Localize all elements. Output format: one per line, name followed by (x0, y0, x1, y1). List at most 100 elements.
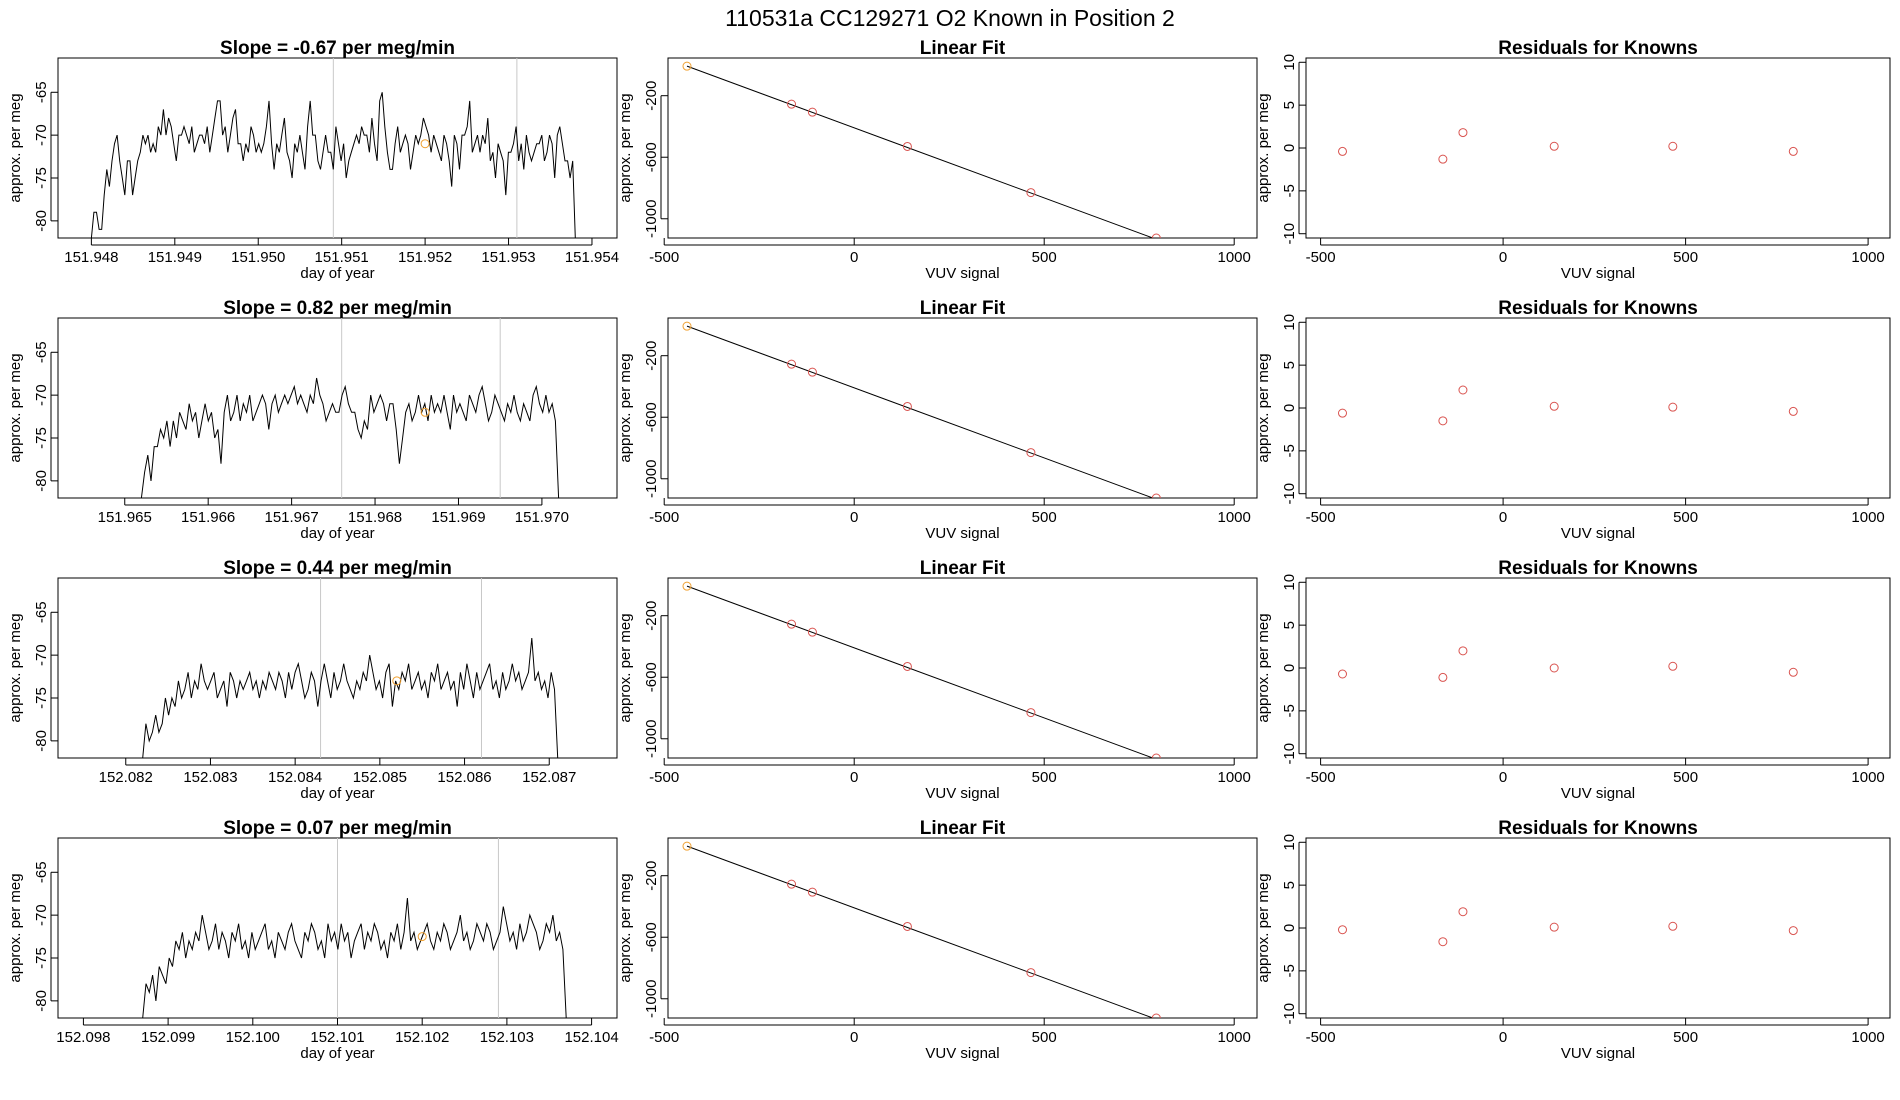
x-tick-label: 1000 (1218, 769, 1251, 786)
y-tick-label: -5 (1281, 704, 1298, 717)
x-tick-label: 151.966 (181, 509, 235, 526)
y-tick-label: -600 (643, 402, 660, 432)
panel-title: Slope = -0.67 per meg/min (220, 38, 455, 59)
x-tick-label: 0 (850, 509, 858, 526)
plot-frame (1305, 577, 1891, 759)
x-axis-label: VUV signal (1561, 525, 1635, 542)
data-point (682, 321, 692, 331)
panel-title: Linear Fit (920, 558, 1006, 579)
y-tick-label: -1000 (643, 200, 660, 238)
sample-marker (392, 676, 402, 686)
data-point (1151, 753, 1161, 758)
y-tick-label: -80 (33, 210, 50, 232)
y-tick-label: -10 (1281, 223, 1298, 245)
panel-title: Residuals for Knowns (1498, 38, 1698, 59)
panel-title: Linear Fit (920, 38, 1006, 59)
x-tick-label: 152.101 (310, 1029, 364, 1046)
data-point (1151, 233, 1161, 238)
x-tick-label: 0 (850, 1029, 858, 1046)
series-line (140, 377, 560, 498)
y-tick-label: -70 (33, 124, 50, 146)
x-tick-label: 0 (1499, 249, 1507, 266)
x-tick-label: -500 (649, 769, 679, 786)
y-axis-label: approx. per meg (617, 93, 634, 202)
data-point (682, 841, 692, 851)
panel-4-1: Slope = 0.07 per meg/min 152.098 152.099 15… (7, 818, 619, 1062)
x-tick-label: 1000 (1851, 1029, 1884, 1046)
data-point (807, 887, 817, 897)
x-tick-label: 1000 (1851, 769, 1884, 786)
data-point (807, 107, 817, 117)
x-tick-label: 500 (1673, 1029, 1698, 1046)
y-tick-label: -75 (33, 947, 50, 969)
data-point (1338, 925, 1347, 935)
panel-3-3: Residuals for Knowns -500 0 500 1000 -10 -5 0 5 1… (1255, 558, 1891, 802)
x-tick-label: -500 (649, 249, 679, 266)
data-point (807, 367, 817, 377)
x-tick-label: 152.099 (141, 1029, 195, 1046)
plot-frame (667, 57, 1258, 239)
data-point (1026, 188, 1036, 198)
sample-marker (420, 139, 430, 149)
plot-frame (667, 577, 1258, 759)
data-point (1026, 968, 1036, 978)
data-point (1338, 669, 1347, 679)
y-axis-label: approx. per meg (7, 873, 24, 982)
y-axis-label: approx. per meg (7, 613, 24, 722)
y-tick-label: 10 (1281, 314, 1298, 331)
data-layer (1338, 128, 1798, 164)
x-tick-label: -500 (1306, 509, 1336, 526)
y-tick-label: -1000 (643, 980, 660, 1018)
x-axis-label: VUV signal (925, 525, 999, 542)
data-point (787, 359, 796, 369)
x-tick-label: 152.086 (437, 769, 491, 786)
x-tick-label: -500 (649, 1029, 679, 1046)
y-tick-label: 0 (1281, 664, 1298, 672)
x-tick-label: 151.948 (64, 249, 118, 266)
panel-1-3: Residuals for Knowns -500 0 500 1000 -10 -5 0 5 1… (1255, 38, 1891, 282)
data-layer (1338, 646, 1798, 682)
data-point (1458, 128, 1468, 138)
panel-title: Linear Fit (920, 298, 1006, 319)
x-tick-label: 500 (1673, 769, 1698, 786)
data-point (1438, 672, 1448, 682)
data-point (1549, 141, 1559, 151)
y-tick-label: -70 (33, 384, 50, 406)
x-tick-label: 151.953 (481, 249, 535, 266)
x-tick-label: -500 (1306, 249, 1336, 266)
data-layer (1338, 907, 1798, 947)
data-point (1151, 1013, 1161, 1018)
x-axis-label: day of year (300, 1045, 374, 1062)
y-tick-label: -5 (1281, 444, 1298, 457)
data-point (1458, 385, 1468, 395)
x-tick-label: 151.968 (348, 509, 402, 526)
y-tick-label: 10 (1281, 54, 1298, 71)
y-tick-label: -75 (33, 427, 50, 449)
y-tick-label: -600 (643, 922, 660, 952)
data-point (787, 879, 796, 889)
y-tick-label: -200 (643, 861, 660, 891)
data-point (1438, 154, 1448, 164)
x-tick-label: 0 (1499, 509, 1507, 526)
data-point (1788, 926, 1798, 936)
y-tick-label: -600 (643, 662, 660, 692)
x-tick-label: 1000 (1851, 509, 1884, 526)
y-tick-label: -70 (33, 904, 50, 926)
x-tick-label: 152.104 (564, 1029, 618, 1046)
data-point (1026, 708, 1036, 718)
data-point (1668, 141, 1678, 151)
panel-title: Residuals for Knowns (1498, 818, 1698, 839)
data-layer (90, 58, 576, 238)
x-tick-label: 152.087 (522, 769, 576, 786)
data-point (1788, 146, 1798, 156)
x-tick-label: -500 (649, 509, 679, 526)
panel-title: Slope = 0.07 per meg/min (223, 818, 452, 839)
x-tick-label: 151.951 (315, 249, 369, 266)
plot-frame (57, 317, 618, 499)
data-point (1338, 408, 1347, 418)
data-point (1549, 663, 1559, 673)
fit-line (686, 845, 1155, 1018)
x-axis-label: day of year (300, 785, 374, 802)
y-tick-label: 10 (1281, 834, 1298, 851)
data-layer (142, 838, 567, 1018)
